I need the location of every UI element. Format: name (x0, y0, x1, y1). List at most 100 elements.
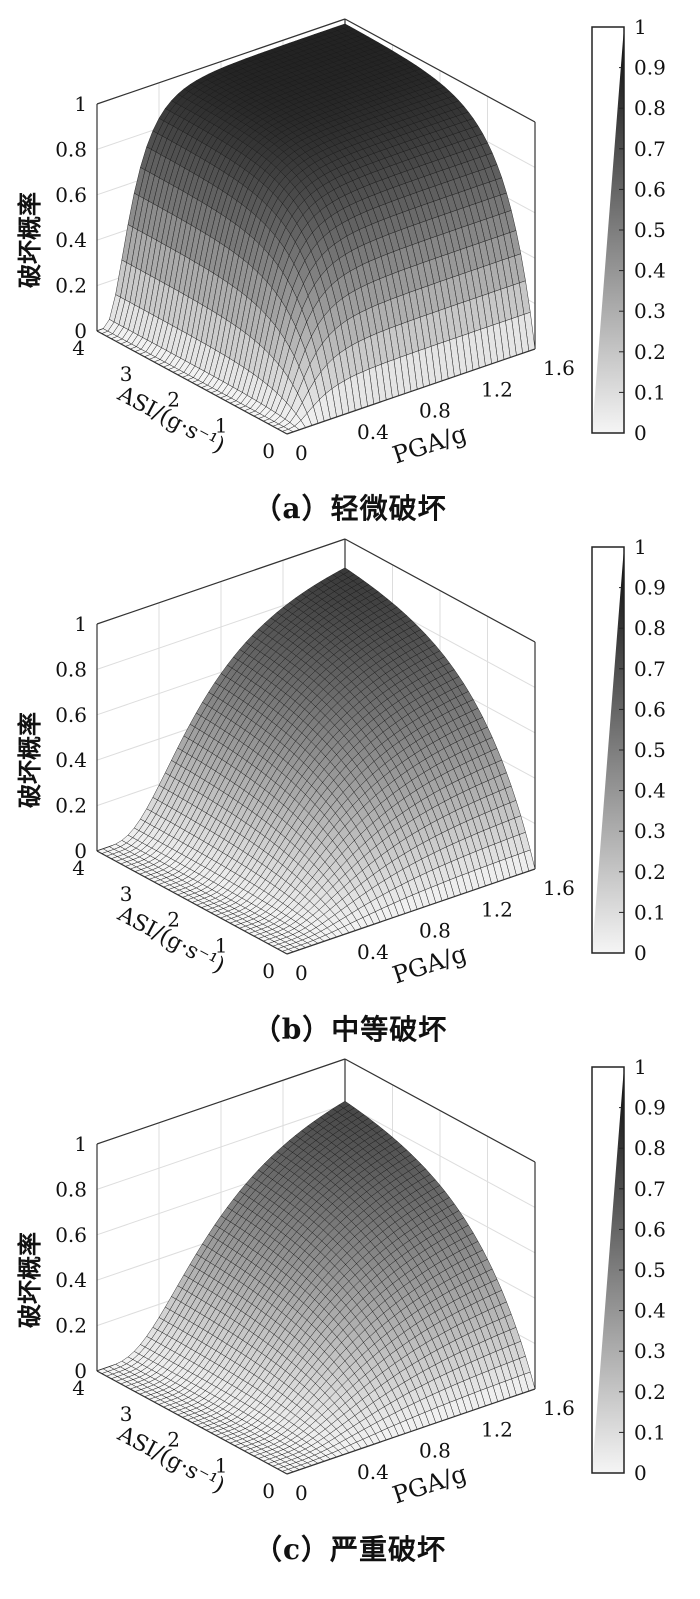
y-tick-label: 4 (72, 1376, 85, 1400)
x-tick-label: 0.8 (419, 919, 451, 943)
x-axis-label: PGA/g (389, 939, 470, 989)
x-axis-label: PGA/g (389, 419, 470, 469)
panel-c: 0 0.2 0.4 0.6 0.8 1 0 0.4 0.8 1.2 1.6 0 1 2 3 4 破坏概率 PGA/… (15, 1055, 666, 1509)
colorbar-tick-label: 0.4 (634, 779, 666, 803)
colorbar-tick-label: 0.5 (634, 218, 666, 242)
colorbar-tick-label: 1 (634, 15, 647, 39)
z-tick-label: 0.2 (55, 794, 87, 818)
colorbar-tick-label: 0.9 (634, 1096, 666, 1120)
x-tick-label: 1.6 (543, 356, 575, 380)
colorbar-tick-label: 0.8 (634, 616, 666, 640)
z-tick-label: 0.8 (55, 1177, 87, 1201)
y-tick-label: 2 (167, 1428, 180, 1452)
panel-a: 0 0.2 0.4 0.6 0.8 1 0 0.4 0.8 1.2 1.6 0 1 2 3 4 破坏概率 PGA/… (15, 15, 666, 469)
caption-c: （c）严重破坏 (253, 1533, 447, 1566)
colorbar-tick-label: 0.7 (634, 657, 666, 681)
x-tick-label: 1.6 (543, 876, 575, 900)
colorbar: 0 0.1 0.2 0.3 0.4 0.5 0.6 0.7 0.8 0.9 1 (591, 1055, 666, 1485)
colorbar-fill (592, 547, 624, 953)
z-tick-label: 1 (74, 612, 87, 636)
colorbar-tick-label: 0.7 (634, 137, 666, 161)
colorbar-tick-label: 0.3 (634, 1339, 666, 1363)
colorbar-tick-label: 0.2 (634, 1380, 666, 1404)
colorbar: 0 0.1 0.2 0.3 0.4 0.5 0.6 0.7 0.8 0.9 1 (591, 535, 666, 965)
colorbar-tick-label: 0 (634, 1461, 647, 1485)
colorbar-tick-label: 0.8 (634, 96, 666, 120)
colorbar-tick-label: 0.9 (634, 56, 666, 80)
colorbar-tick-label: 0.5 (634, 738, 666, 762)
colorbar-tick-label: 0 (634, 941, 647, 965)
x-tick-label: 0 (295, 1481, 308, 1505)
x-tick-label: 0.8 (419, 399, 451, 423)
z-tick-label: 1 (74, 92, 87, 116)
y-tick-label: 3 (120, 882, 133, 906)
y-tick-label: 4 (72, 856, 85, 880)
y-tick-label: 1 (215, 413, 228, 437)
z-tick-label: 0.6 (55, 703, 87, 727)
z-tick-label: 0.8 (55, 657, 87, 681)
colorbar-fill (592, 27, 624, 433)
caption-a: （a）轻微破坏 (253, 492, 447, 525)
colorbar-tick-label: 0.5 (634, 1258, 666, 1282)
y-tick-label: 0 (262, 439, 275, 463)
y-tick-label: 0 (262, 959, 275, 983)
colorbar-tick-label: 0.2 (634, 340, 666, 364)
x-tick-label: 0.4 (357, 1460, 389, 1484)
colorbar-tick-label: 0.1 (634, 900, 666, 924)
colorbar-tick-label: 0.4 (634, 1299, 666, 1323)
colorbar-tick-label: 0.7 (634, 1177, 666, 1201)
z-tick-label: 0.4 (55, 748, 87, 772)
z-tick-label: 0 (74, 839, 87, 863)
panel-b: 00.20.40.60.8100.40.81.21.601234破坏概率PGA/… (15, 535, 666, 989)
z-tick-label: 1 (74, 1132, 87, 1156)
colorbar-tick-label: 0.1 (634, 1420, 666, 1444)
z-tick-label: 0.2 (55, 274, 87, 298)
colorbar-fill (592, 1067, 624, 1473)
y-tick-label: 4 (72, 336, 85, 360)
y-tick-label: 3 (120, 1402, 133, 1426)
x-tick-label: 0 (295, 441, 308, 465)
surface (96, 1100, 536, 1475)
z-tick-label: 0 (74, 1359, 87, 1383)
x-tick-label: 0.8 (419, 1439, 451, 1463)
y-tick-label: 2 (167, 908, 180, 932)
colorbar-tick-label: 1 (634, 535, 647, 559)
z-tick-label: 0.6 (55, 1223, 87, 1247)
x-axis-label: PGA/g (389, 1459, 470, 1509)
colorbar-tick-label: 0.3 (634, 819, 666, 843)
y-tick-label: 3 (120, 362, 133, 386)
x-tick-label: 1.2 (481, 1417, 513, 1441)
caption-b: （b）中等破坏 (252, 1013, 448, 1046)
surface (96, 23, 536, 435)
x-tick-label: 0 (295, 961, 308, 985)
z-tick-label: 0.2 (55, 1314, 87, 1338)
colorbar-tick-label: 0 (634, 421, 647, 445)
z-tick-label: 0.4 (55, 1268, 87, 1292)
colorbar-tick-label: 0.4 (634, 259, 666, 283)
colorbar-tick-label: 0.2 (634, 860, 666, 884)
x-tick-label: 1.2 (481, 377, 513, 401)
colorbar-tick-label: 0.1 (634, 380, 666, 404)
z-tick-label: 0 (74, 319, 87, 343)
x-tick-label: 1.6 (543, 1396, 575, 1420)
colorbar: 00.10.20.30.40.50.60.70.80.91 (591, 15, 666, 445)
z-axis-label: 破坏概率 (15, 192, 44, 288)
y-tick-label: 1 (215, 933, 228, 957)
z-axis-label: 破坏概率 (15, 1232, 44, 1328)
colorbar-tick-label: 0.9 (634, 576, 666, 600)
z-tick-label: 0.6 (55, 183, 87, 207)
colorbar-tick-label: 1 (634, 1055, 647, 1079)
x-tick-label: 0.4 (357, 940, 389, 964)
y-tick-label: 1 (215, 1453, 228, 1477)
x-tick-label: 0.4 (357, 420, 389, 444)
y-tick-label: 2 (167, 388, 180, 412)
colorbar-tick-label: 0.6 (634, 697, 666, 721)
z-tick-label: 0.8 (55, 137, 87, 161)
colorbar-tick-label: 0.3 (634, 299, 666, 323)
colorbar-tick-label: 0.6 (634, 1217, 666, 1241)
x-tick-label: 1.2 (481, 897, 513, 921)
y-tick-label: 0 (262, 1479, 275, 1503)
colorbar-tick-label: 0.8 (634, 1136, 666, 1160)
surface (96, 567, 536, 955)
